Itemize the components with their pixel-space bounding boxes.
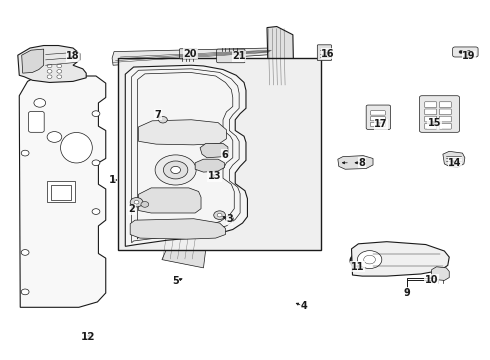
Polygon shape [130, 219, 225, 239]
Polygon shape [112, 48, 272, 65]
FancyBboxPatch shape [453, 47, 478, 57]
FancyBboxPatch shape [366, 105, 391, 130]
FancyBboxPatch shape [419, 96, 460, 132]
Text: 8: 8 [359, 158, 366, 168]
Circle shape [141, 202, 149, 207]
Circle shape [130, 198, 143, 207]
FancyBboxPatch shape [47, 181, 75, 202]
Polygon shape [267, 27, 294, 87]
Text: 14: 14 [448, 158, 462, 168]
Polygon shape [125, 65, 247, 246]
FancyBboxPatch shape [50, 185, 71, 200]
Text: 1: 1 [108, 175, 116, 185]
Polygon shape [351, 242, 449, 276]
Text: 13: 13 [208, 171, 221, 181]
FancyBboxPatch shape [217, 49, 245, 63]
Text: 10: 10 [425, 275, 439, 285]
Circle shape [163, 161, 188, 179]
Text: 11: 11 [351, 262, 364, 272]
Ellipse shape [61, 132, 92, 163]
Circle shape [92, 160, 100, 166]
Polygon shape [432, 267, 449, 280]
Text: 18: 18 [66, 51, 80, 61]
Circle shape [459, 50, 463, 53]
Text: 19: 19 [462, 51, 475, 61]
FancyBboxPatch shape [425, 102, 437, 108]
Circle shape [134, 201, 139, 204]
FancyBboxPatch shape [179, 49, 197, 59]
FancyBboxPatch shape [318, 45, 331, 60]
Circle shape [92, 111, 100, 117]
Text: 21: 21 [232, 51, 246, 61]
Circle shape [21, 249, 29, 255]
Circle shape [171, 166, 180, 174]
FancyBboxPatch shape [440, 102, 451, 108]
Circle shape [159, 117, 167, 123]
Polygon shape [195, 159, 224, 172]
Circle shape [357, 251, 382, 269]
Bar [118, 58, 321, 250]
Polygon shape [22, 49, 44, 73]
Polygon shape [19, 76, 106, 307]
Circle shape [92, 209, 100, 215]
Text: 5: 5 [172, 276, 179, 286]
Circle shape [47, 69, 52, 73]
Circle shape [47, 64, 52, 68]
Polygon shape [139, 188, 201, 213]
Polygon shape [443, 151, 465, 167]
Polygon shape [338, 156, 373, 169]
FancyBboxPatch shape [425, 123, 437, 129]
Polygon shape [200, 143, 228, 158]
Text: 3: 3 [226, 215, 233, 224]
Text: 16: 16 [321, 49, 335, 59]
Text: 4: 4 [300, 301, 307, 311]
Circle shape [155, 155, 196, 185]
Circle shape [467, 50, 471, 53]
Circle shape [57, 69, 62, 73]
Circle shape [34, 99, 46, 107]
FancyBboxPatch shape [440, 123, 451, 129]
Circle shape [47, 75, 52, 78]
Text: 2: 2 [128, 204, 135, 215]
Circle shape [47, 132, 62, 142]
Circle shape [225, 216, 233, 222]
Text: 20: 20 [184, 49, 197, 59]
Circle shape [21, 150, 29, 156]
Polygon shape [18, 45, 86, 82]
Polygon shape [162, 237, 206, 268]
Circle shape [21, 289, 29, 295]
Text: 7: 7 [155, 110, 161, 120]
FancyBboxPatch shape [28, 112, 44, 132]
FancyBboxPatch shape [370, 122, 385, 127]
Circle shape [57, 75, 62, 78]
Text: 15: 15 [428, 118, 441, 128]
Circle shape [57, 64, 62, 68]
Circle shape [214, 211, 225, 220]
Circle shape [217, 213, 222, 217]
Text: 12: 12 [80, 332, 95, 342]
FancyBboxPatch shape [425, 116, 437, 122]
Text: 6: 6 [221, 150, 228, 160]
Text: 17: 17 [374, 120, 388, 129]
FancyBboxPatch shape [440, 116, 451, 122]
Circle shape [364, 255, 375, 264]
FancyBboxPatch shape [370, 117, 385, 121]
FancyBboxPatch shape [440, 109, 451, 115]
Polygon shape [139, 120, 226, 145]
Text: 9: 9 [404, 288, 411, 298]
FancyBboxPatch shape [370, 111, 385, 115]
FancyBboxPatch shape [425, 109, 437, 115]
